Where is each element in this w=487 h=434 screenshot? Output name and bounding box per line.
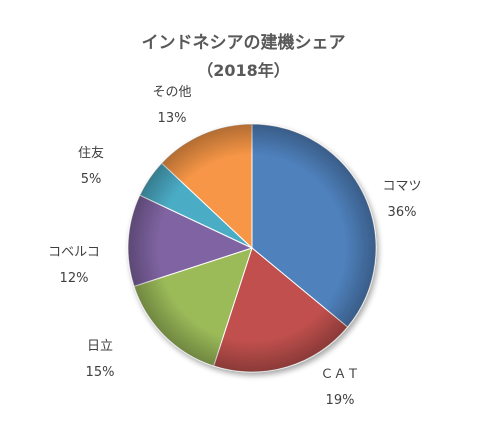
slice-label-kobelco: コベルコ: [48, 245, 100, 260]
slice-value-sumitomo: 5%: [81, 172, 102, 187]
slice-label-other: その他: [152, 85, 191, 100]
slice-value-hitachi: 15%: [86, 365, 115, 380]
chart-title: インドネシアの建機シェア: [141, 33, 346, 53]
chart-subtitle: （2018年）: [197, 61, 290, 80]
slice-label-cat: ＣＡＴ: [320, 367, 359, 382]
slice-value-cat: 19%: [326, 393, 355, 408]
slice-value-komatsu: 36%: [388, 205, 417, 220]
slice-label-sumitomo: 住友: [78, 145, 104, 161]
slice-label-komatsu: コマツ: [382, 179, 421, 194]
slice-label-hitachi: 日立: [87, 339, 113, 354]
slice-value-other: 13%: [158, 111, 187, 126]
slice-value-kobelco: 12%: [60, 271, 89, 286]
